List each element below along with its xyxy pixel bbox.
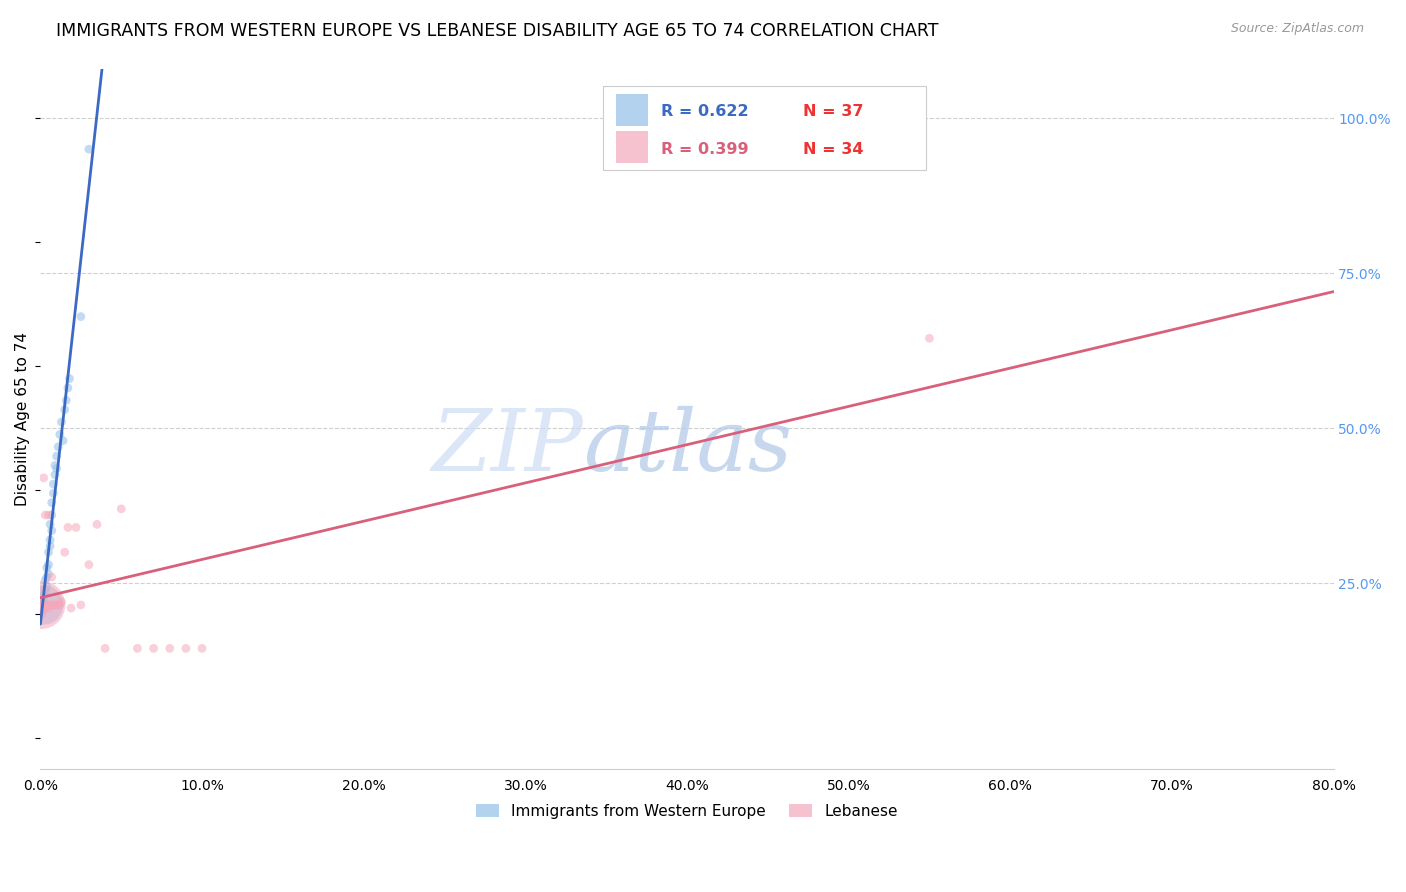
Point xyxy=(34,601,56,615)
Point xyxy=(31,607,53,622)
Point xyxy=(31,604,53,618)
Point xyxy=(34,582,56,597)
Point xyxy=(37,566,59,581)
Point xyxy=(32,595,55,609)
Text: R = 0.399: R = 0.399 xyxy=(661,142,749,157)
Point xyxy=(127,641,149,656)
Point xyxy=(46,598,69,612)
Point xyxy=(32,601,55,615)
Point xyxy=(77,142,100,156)
Point xyxy=(51,415,73,429)
Point xyxy=(42,477,65,491)
Point xyxy=(56,381,79,395)
Point xyxy=(69,310,91,324)
Point xyxy=(34,585,56,599)
Point xyxy=(37,558,59,572)
Point xyxy=(52,434,75,448)
Point xyxy=(41,524,63,538)
Point xyxy=(32,589,55,603)
Bar xyxy=(616,95,648,127)
Point xyxy=(56,520,79,534)
Text: R = 0.622: R = 0.622 xyxy=(661,103,749,119)
Point xyxy=(46,440,69,454)
Point xyxy=(60,601,83,615)
Point xyxy=(49,427,72,442)
Point xyxy=(31,591,53,606)
Point xyxy=(51,595,73,609)
Point xyxy=(45,598,67,612)
Point xyxy=(44,598,66,612)
Point xyxy=(53,402,76,417)
Text: ZIP: ZIP xyxy=(432,406,583,488)
Point xyxy=(174,641,197,656)
Point xyxy=(39,539,62,553)
Point xyxy=(35,560,58,574)
Point xyxy=(142,641,165,656)
Point xyxy=(41,570,63,584)
Text: IMMIGRANTS FROM WESTERN EUROPE VS LEBANESE DISABILITY AGE 65 TO 74 CORRELATION C: IMMIGRANTS FROM WESTERN EUROPE VS LEBANE… xyxy=(56,22,939,40)
Point xyxy=(39,533,62,547)
Text: N = 34: N = 34 xyxy=(803,142,863,157)
Point xyxy=(53,545,76,559)
Point xyxy=(31,598,53,612)
Point xyxy=(39,598,62,612)
Point xyxy=(159,641,181,656)
Point xyxy=(49,598,72,612)
Point xyxy=(65,520,87,534)
Point xyxy=(35,598,58,612)
Point xyxy=(35,598,58,612)
Point xyxy=(45,449,67,463)
Point xyxy=(41,508,63,522)
Text: Source: ZipAtlas.com: Source: ZipAtlas.com xyxy=(1230,22,1364,36)
Point xyxy=(55,393,77,408)
Point xyxy=(32,598,55,612)
Point xyxy=(45,461,67,475)
Bar xyxy=(616,131,648,163)
Point xyxy=(42,486,65,500)
Point xyxy=(191,641,214,656)
Point xyxy=(34,508,56,522)
Point xyxy=(39,517,62,532)
Point xyxy=(32,471,55,485)
Point xyxy=(35,579,58,593)
Point xyxy=(42,598,65,612)
Point xyxy=(31,598,53,612)
Point xyxy=(69,598,91,612)
Point xyxy=(77,558,100,572)
Point xyxy=(37,601,59,615)
Point xyxy=(34,573,56,587)
Y-axis label: Disability Age 65 to 74: Disability Age 65 to 74 xyxy=(15,332,30,506)
Text: N = 37: N = 37 xyxy=(803,103,863,119)
Point xyxy=(30,598,52,612)
Legend: Immigrants from Western Europe, Lebanese: Immigrants from Western Europe, Lebanese xyxy=(470,797,904,825)
Point xyxy=(37,545,59,559)
Point xyxy=(110,501,132,516)
Point xyxy=(35,570,58,584)
Point xyxy=(44,467,66,482)
Point xyxy=(94,641,117,656)
Point xyxy=(918,331,941,345)
Point xyxy=(37,508,59,522)
Point xyxy=(41,495,63,509)
Point xyxy=(58,371,80,385)
Text: atlas: atlas xyxy=(583,406,793,488)
Point xyxy=(86,517,108,532)
Point xyxy=(44,458,66,473)
FancyBboxPatch shape xyxy=(603,86,927,170)
